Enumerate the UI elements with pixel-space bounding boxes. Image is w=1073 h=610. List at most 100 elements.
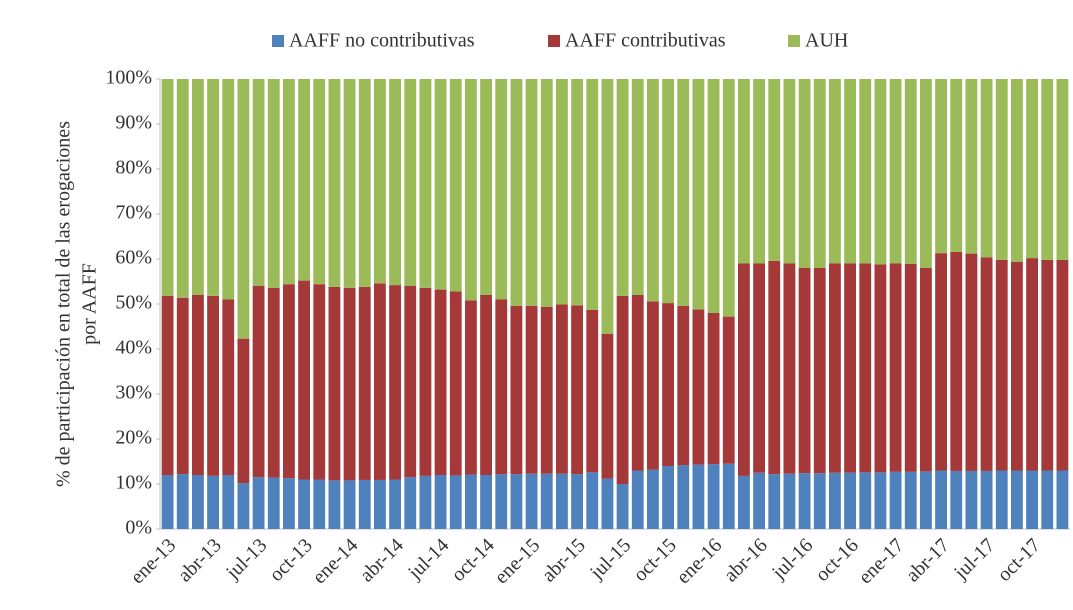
bar-segment bbox=[616, 484, 629, 529]
y-tick-label: 10% bbox=[115, 472, 152, 494]
bar-segment bbox=[510, 79, 523, 306]
bar-segment bbox=[556, 473, 568, 529]
y-axis-title: por AAFF bbox=[79, 263, 101, 345]
y-tick-label: 60% bbox=[115, 247, 152, 269]
bar-segment bbox=[252, 79, 265, 286]
bar-segment bbox=[753, 472, 765, 529]
bar-segment bbox=[1056, 79, 1069, 260]
bar-segment bbox=[859, 472, 872, 529]
bar-segment bbox=[829, 263, 841, 473]
bar-segment bbox=[389, 285, 401, 480]
bar-segment bbox=[419, 475, 432, 529]
legend-label: AAFF no contributivas bbox=[289, 30, 475, 52]
y-tick-label: 20% bbox=[115, 427, 152, 449]
x-tick-label: ene-14 bbox=[308, 534, 362, 588]
x-tick-label: ene-17 bbox=[854, 534, 908, 588]
bar-segment bbox=[313, 79, 326, 285]
bar-segment bbox=[631, 295, 644, 471]
bar-segment bbox=[222, 79, 235, 300]
bar-segment bbox=[768, 79, 781, 261]
bar-segment bbox=[722, 316, 735, 464]
bar-segment bbox=[753, 263, 765, 473]
bar-segment bbox=[920, 268, 932, 472]
bar-segment bbox=[738, 475, 750, 529]
bar-segment bbox=[783, 263, 796, 474]
bar-segment bbox=[950, 470, 963, 529]
bar-segment bbox=[692, 79, 705, 310]
bar-segment bbox=[692, 464, 705, 529]
bar-segment bbox=[525, 473, 538, 529]
bar-segment bbox=[328, 79, 341, 287]
bar-segment bbox=[283, 79, 295, 285]
x-tick-label: abr-16 bbox=[720, 534, 772, 586]
y-tick-label: 40% bbox=[115, 337, 152, 359]
bar-segment bbox=[768, 260, 781, 475]
bar-segment bbox=[783, 79, 796, 264]
x-tick-label: abr-15 bbox=[538, 534, 590, 586]
bar-segment bbox=[237, 483, 250, 529]
bar-segment bbox=[207, 295, 219, 476]
bar-segment bbox=[404, 477, 417, 529]
bar-segment bbox=[753, 79, 765, 264]
bar-segment bbox=[1011, 261, 1023, 471]
bar-segment bbox=[798, 79, 811, 268]
bar-segment bbox=[616, 295, 629, 484]
bar-segment bbox=[222, 299, 235, 475]
bar-segment bbox=[920, 471, 932, 529]
bar-segment bbox=[1026, 470, 1038, 529]
bar-segment bbox=[328, 480, 341, 529]
y-tick-label: 50% bbox=[115, 292, 152, 314]
bar-segment bbox=[586, 79, 599, 310]
bar-segment bbox=[1056, 259, 1069, 471]
bar-segment bbox=[480, 295, 492, 475]
x-tick-label: oct-13 bbox=[265, 534, 317, 586]
x-tick-label: jul-15 bbox=[585, 534, 635, 584]
bar-segment bbox=[980, 470, 993, 529]
bar-segment bbox=[662, 466, 674, 529]
bar-segment bbox=[192, 475, 204, 529]
bar-segment bbox=[874, 79, 887, 265]
bar-segment bbox=[662, 303, 674, 466]
bar-segment bbox=[389, 79, 401, 286]
bar-segment bbox=[798, 473, 811, 529]
bar-segment bbox=[556, 79, 568, 305]
bar-segment bbox=[601, 79, 614, 334]
bar-segment bbox=[965, 470, 978, 529]
bar-segment bbox=[525, 79, 538, 306]
bar-segment bbox=[813, 79, 826, 268]
bar-segment bbox=[601, 333, 614, 479]
legend-swatch bbox=[272, 35, 284, 47]
x-tick-label: ene-13 bbox=[126, 534, 180, 588]
bar-segment bbox=[161, 295, 174, 475]
bar-segment bbox=[571, 305, 583, 475]
x-tick-label: jul-16 bbox=[767, 534, 817, 584]
bar-segment bbox=[237, 338, 250, 484]
bar-segment bbox=[844, 263, 856, 473]
legend-swatch bbox=[548, 35, 560, 47]
legend-label: AAFF contributivas bbox=[565, 30, 726, 52]
bar-segment bbox=[965, 79, 978, 254]
bar-segment bbox=[722, 79, 735, 317]
bar-segment bbox=[631, 79, 644, 295]
bar-segment bbox=[889, 471, 902, 529]
bar-segment bbox=[874, 264, 887, 473]
bar-segment bbox=[283, 284, 295, 479]
bar-segment bbox=[495, 474, 508, 529]
bar-segment bbox=[768, 474, 781, 529]
bar-segment bbox=[631, 470, 644, 529]
legend-label: AUH bbox=[805, 30, 848, 52]
y-tick-label: 30% bbox=[115, 382, 152, 404]
bar-segment bbox=[510, 474, 523, 529]
bar-segment bbox=[313, 479, 326, 529]
bar-segment bbox=[237, 79, 250, 339]
bar-segment bbox=[556, 304, 568, 474]
bar-segment bbox=[935, 470, 947, 529]
bar-segment bbox=[798, 268, 811, 474]
x-tick-label: ene-15 bbox=[490, 534, 544, 588]
x-tick-label: oct-15 bbox=[629, 534, 681, 586]
bar-segment bbox=[298, 79, 310, 281]
bar-segment bbox=[449, 475, 462, 529]
bar-segment bbox=[707, 313, 720, 465]
bar-segment bbox=[995, 79, 1008, 260]
